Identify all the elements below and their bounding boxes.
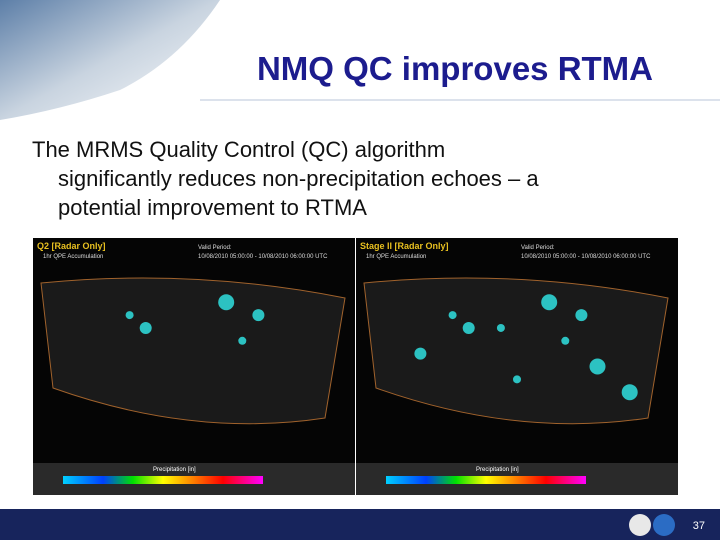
land-mask <box>363 277 669 425</box>
panel-valid: 10/08/2010 05:00:00 - 10/08/2010 06:00:0… <box>198 254 328 260</box>
page-number: 37 <box>693 520 705 532</box>
footer-bar <box>0 509 720 540</box>
echo <box>589 358 606 375</box>
title: NMQ QC improves RTMA <box>257 50 653 87</box>
body-line: significantly reduces non-precipitation … <box>58 166 539 191</box>
echo <box>541 294 558 311</box>
panel-name: Stage II [Radar Only] <box>360 241 449 251</box>
logo <box>653 514 675 536</box>
body-line: The MRMS Quality Control (QC) algorithm <box>32 137 445 162</box>
legend-scale <box>386 476 586 484</box>
panel-valid-label: Valid Period: <box>198 245 232 251</box>
legend-scale <box>63 476 263 484</box>
echo <box>252 309 265 322</box>
header-photo <box>0 0 220 120</box>
echo <box>139 321 152 334</box>
logo <box>629 514 651 536</box>
legend-title: Precipitation [in] <box>476 467 519 473</box>
panel-product: 1hr QPE Accumulation <box>366 254 426 260</box>
echo <box>561 336 570 345</box>
echo <box>125 311 134 320</box>
echo <box>218 294 235 311</box>
land-mask <box>40 277 346 425</box>
panel-name: Q2 [Radar Only] <box>37 241 106 251</box>
echo <box>575 309 588 322</box>
echo <box>448 311 457 320</box>
echo <box>513 375 521 384</box>
panel-valid-label: Valid Period: <box>521 245 555 251</box>
echo <box>462 321 475 334</box>
panel-product: 1hr QPE Accumulation <box>43 254 103 260</box>
echo <box>621 384 638 401</box>
body-line: potential improvement to RTMA <box>58 195 367 220</box>
echo <box>238 336 247 345</box>
panel-valid: 10/08/2010 05:00:00 - 10/08/2010 06:00:0… <box>521 254 651 260</box>
echo <box>496 323 505 332</box>
echo <box>414 347 427 360</box>
legend-title: Precipitation [in] <box>153 467 196 473</box>
